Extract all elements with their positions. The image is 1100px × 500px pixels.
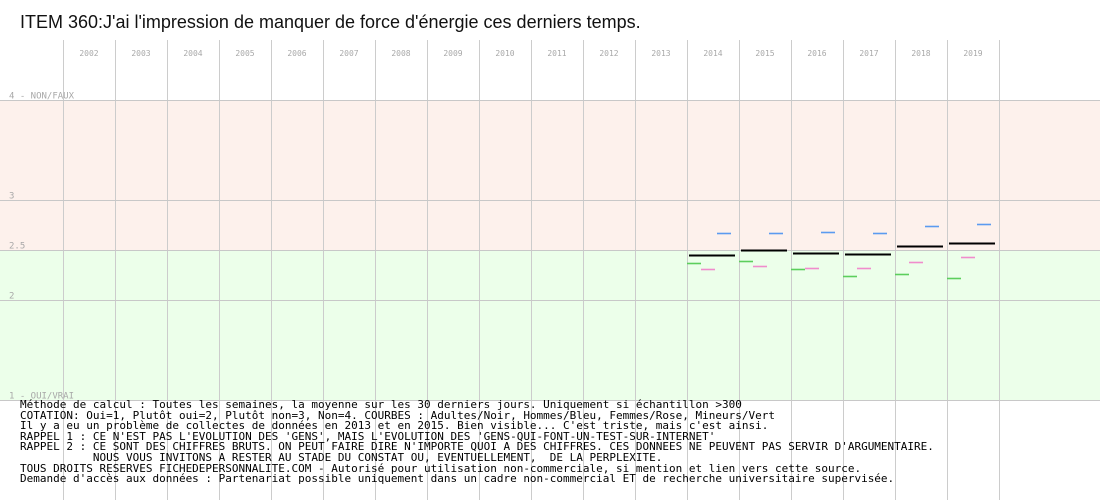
year-label: 2014 bbox=[703, 49, 722, 58]
y-tick-label: 2.5 bbox=[9, 242, 25, 252]
y-tick-label: 4 - NON/FAUX bbox=[9, 92, 75, 102]
year-label: 2010 bbox=[495, 49, 514, 58]
note-line: COTATION: Oui=1, Plutôt oui=2, Plutôt no… bbox=[20, 408, 775, 422]
note-line: Méthode de calcul : Toutes les semaines,… bbox=[20, 398, 742, 411]
year-label: 2008 bbox=[391, 49, 410, 58]
y-tick-label: 1 - OUI/VRAI bbox=[9, 392, 74, 402]
band-upper bbox=[0, 100, 1100, 250]
note-line: RAPPEL 2 : CE SONT DES CHIFFRES BRUTS. O… bbox=[20, 440, 934, 454]
year-label: 2005 bbox=[235, 49, 254, 58]
year-label: 2015 bbox=[755, 49, 774, 58]
note-line: NOUS VOUS INVITONS A RESTER AU STADE DU … bbox=[20, 450, 663, 464]
y-tick-label: 3 bbox=[9, 192, 14, 202]
year-label: 2003 bbox=[131, 49, 150, 58]
note-line: TOUS DROITS RESERVES FICHEDEPERSONNALITE… bbox=[20, 461, 862, 475]
year-label: 2002 bbox=[79, 49, 98, 58]
band-lower bbox=[0, 250, 1100, 400]
note-line: RAPPEL 1 : CE N'EST PAS L'EVOLUTION DES … bbox=[20, 429, 716, 443]
year-label: 2007 bbox=[339, 49, 358, 58]
year-label: 2011 bbox=[547, 49, 566, 58]
y-tick-label: 2 bbox=[9, 292, 14, 302]
year-label: 2018 bbox=[911, 49, 930, 58]
year-label: 2017 bbox=[859, 49, 878, 58]
year-label: 2004 bbox=[183, 49, 202, 58]
year-label: 2012 bbox=[599, 49, 618, 58]
notes-block: Méthode de calcul : Toutes les semaines,… bbox=[20, 398, 1090, 486]
year-label: 2006 bbox=[287, 49, 306, 58]
note-line: Demande d'accès aux données : Partenaria… bbox=[20, 472, 895, 486]
year-label: 2009 bbox=[443, 49, 462, 58]
year-label: 2013 bbox=[651, 49, 670, 58]
year-label: 2019 bbox=[963, 49, 982, 58]
year-label: 2016 bbox=[807, 49, 826, 58]
note-line: Il y a eu un problème de collectes de do… bbox=[20, 419, 769, 433]
chart-title: ITEM 360:J'ai l'impression de manquer de… bbox=[20, 12, 641, 32]
